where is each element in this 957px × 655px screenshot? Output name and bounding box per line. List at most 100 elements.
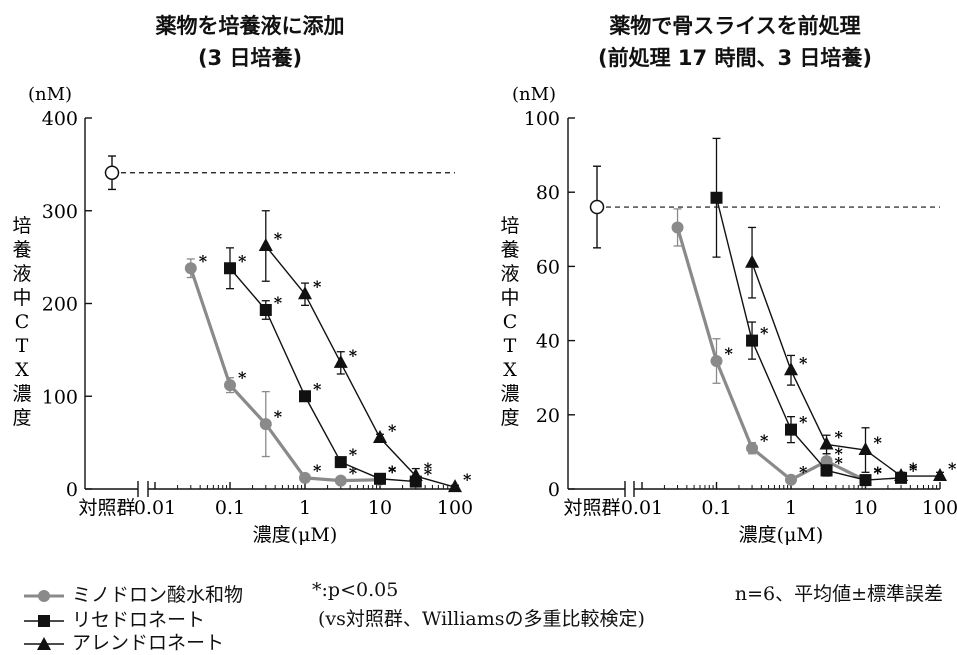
significance-note: *:p<0.05 xyxy=(312,579,399,601)
data-point-circle xyxy=(671,221,684,234)
legend-item-minodronate: ミノドロン酸水和物 xyxy=(22,580,243,607)
series-line-circle xyxy=(676,226,867,482)
series-line-triangle xyxy=(751,262,940,477)
y-axis-label-char: 中 xyxy=(500,287,519,309)
significance-mark: * xyxy=(424,459,433,478)
x-axis-label: 濃度(μM) xyxy=(253,524,338,546)
y-tick-label: 300 xyxy=(42,201,78,223)
data-point-square xyxy=(820,464,833,477)
x-tick-label: 10 xyxy=(853,497,877,519)
control-point xyxy=(589,199,605,215)
significance-mark: * xyxy=(835,453,844,472)
y-tick-label: 100 xyxy=(42,386,78,408)
significance-mark: * xyxy=(424,465,433,484)
y-tick-label: 40 xyxy=(536,331,560,353)
y-axis-label-char: 液 xyxy=(500,263,519,285)
significance-mark: * xyxy=(874,433,883,452)
y-tick-label: 400 xyxy=(42,108,78,130)
significance-mark: * xyxy=(199,251,208,270)
x-tick-label: 100 xyxy=(437,497,473,519)
y-tick-label: 0 xyxy=(66,479,78,501)
data-point-square xyxy=(224,262,236,275)
series-line-circle xyxy=(189,267,381,483)
data-point-circle xyxy=(184,262,197,275)
panel-1-subtitle: (3 日培養) xyxy=(197,46,303,70)
significance-mark: * xyxy=(760,431,769,450)
y-axis-label-char: 養 xyxy=(12,239,31,261)
data-point-square xyxy=(746,334,759,347)
x-tick-label: 100 xyxy=(922,497,957,519)
data-point-circle xyxy=(299,471,311,484)
y-unit-label: (nM) xyxy=(512,84,556,105)
significance-mark: * xyxy=(760,324,769,343)
y-axis-label-char: 度 xyxy=(500,407,519,429)
significance-mark: * xyxy=(948,459,957,478)
data-point-square xyxy=(710,191,723,204)
y-axis-label-char: 濃 xyxy=(12,383,31,405)
significance-mark: * xyxy=(274,293,283,312)
data-point-square xyxy=(374,472,386,485)
significance-mark: * xyxy=(725,344,734,363)
x-tick-label: 1 xyxy=(299,497,311,519)
x-tick-label: 0.01 xyxy=(134,497,176,519)
data-point-circle xyxy=(710,355,723,368)
y-tick-label: 200 xyxy=(42,294,78,316)
data-point-triangle xyxy=(745,254,760,268)
significance-mark: * xyxy=(874,463,883,482)
legend-label-alendronate: アレンドロネート xyxy=(72,632,225,654)
significance-mark: * xyxy=(313,277,322,296)
data-point-triangle xyxy=(258,237,273,251)
y-axis-label-char: C xyxy=(503,311,518,333)
y-axis-label-char: X xyxy=(15,359,29,381)
legend-triangle-marker-icon xyxy=(24,637,64,650)
panel-2-title: 薬物で骨スライスを前処理 (前処理 17 時間、3 日培養) xyxy=(525,10,945,74)
data-point-triangle xyxy=(894,468,909,482)
data-point-circle xyxy=(259,418,272,431)
y-axis-label-char: 中 xyxy=(12,287,31,309)
legend-item-alendronate: アレンドロネート xyxy=(22,628,224,655)
significance-mark: * xyxy=(463,470,472,489)
significance-mark: * xyxy=(238,251,247,270)
significance-mark: * xyxy=(799,463,808,482)
significance-mark: * xyxy=(799,413,808,432)
panel-1-title: 薬物を培養液に添加 (3 日培養) xyxy=(40,10,460,74)
data-point-triangle xyxy=(448,479,462,493)
panel-2-subtitle: (前処理 17 時間、3 日培養) xyxy=(598,46,872,70)
data-point-triangle xyxy=(784,362,798,376)
y-tick-label: 60 xyxy=(536,256,560,278)
legend-label-risedronate: リセドロネート xyxy=(72,609,206,631)
significance-mark: * xyxy=(388,421,397,440)
data-point-square xyxy=(859,474,872,487)
data-point-circle xyxy=(334,474,347,487)
significance-mark: * xyxy=(874,463,883,482)
y-axis-label-char: 液 xyxy=(12,263,31,285)
x-tick-label: 0.01 xyxy=(621,497,663,519)
significance-mark: * xyxy=(909,461,918,480)
x-tick-label: 1 xyxy=(785,497,797,519)
series-line-triangle xyxy=(265,245,456,488)
data-point-triangle xyxy=(819,436,834,450)
legend-label-minodronate: ミノドロン酸水和物 xyxy=(72,584,244,606)
control-point xyxy=(104,165,120,180)
y-tick-label: 80 xyxy=(536,182,560,204)
y-axis-label-char: T xyxy=(504,335,517,357)
significance-mark: * xyxy=(909,459,918,478)
significance-mark: * xyxy=(313,461,322,480)
data-point-triangle xyxy=(408,468,423,482)
legend-item-risedronate: リセドロネート xyxy=(22,605,205,632)
data-point-circle xyxy=(224,379,236,392)
x-tick-label: 0.1 xyxy=(215,497,245,519)
y-axis-label-char: 培 xyxy=(500,215,519,237)
significance-mark: * xyxy=(388,463,397,482)
data-point-circle xyxy=(820,455,833,468)
y-axis-label-char: 培 xyxy=(12,215,31,237)
significance-mark: * xyxy=(349,445,358,464)
significance-mark: * xyxy=(274,229,283,248)
data-point-circle xyxy=(785,473,797,486)
significance-mark: * xyxy=(349,464,358,483)
significance-mark: * xyxy=(349,346,358,365)
x-control-label: 対照群 xyxy=(563,497,620,519)
y-axis-label-char: T xyxy=(16,335,29,357)
